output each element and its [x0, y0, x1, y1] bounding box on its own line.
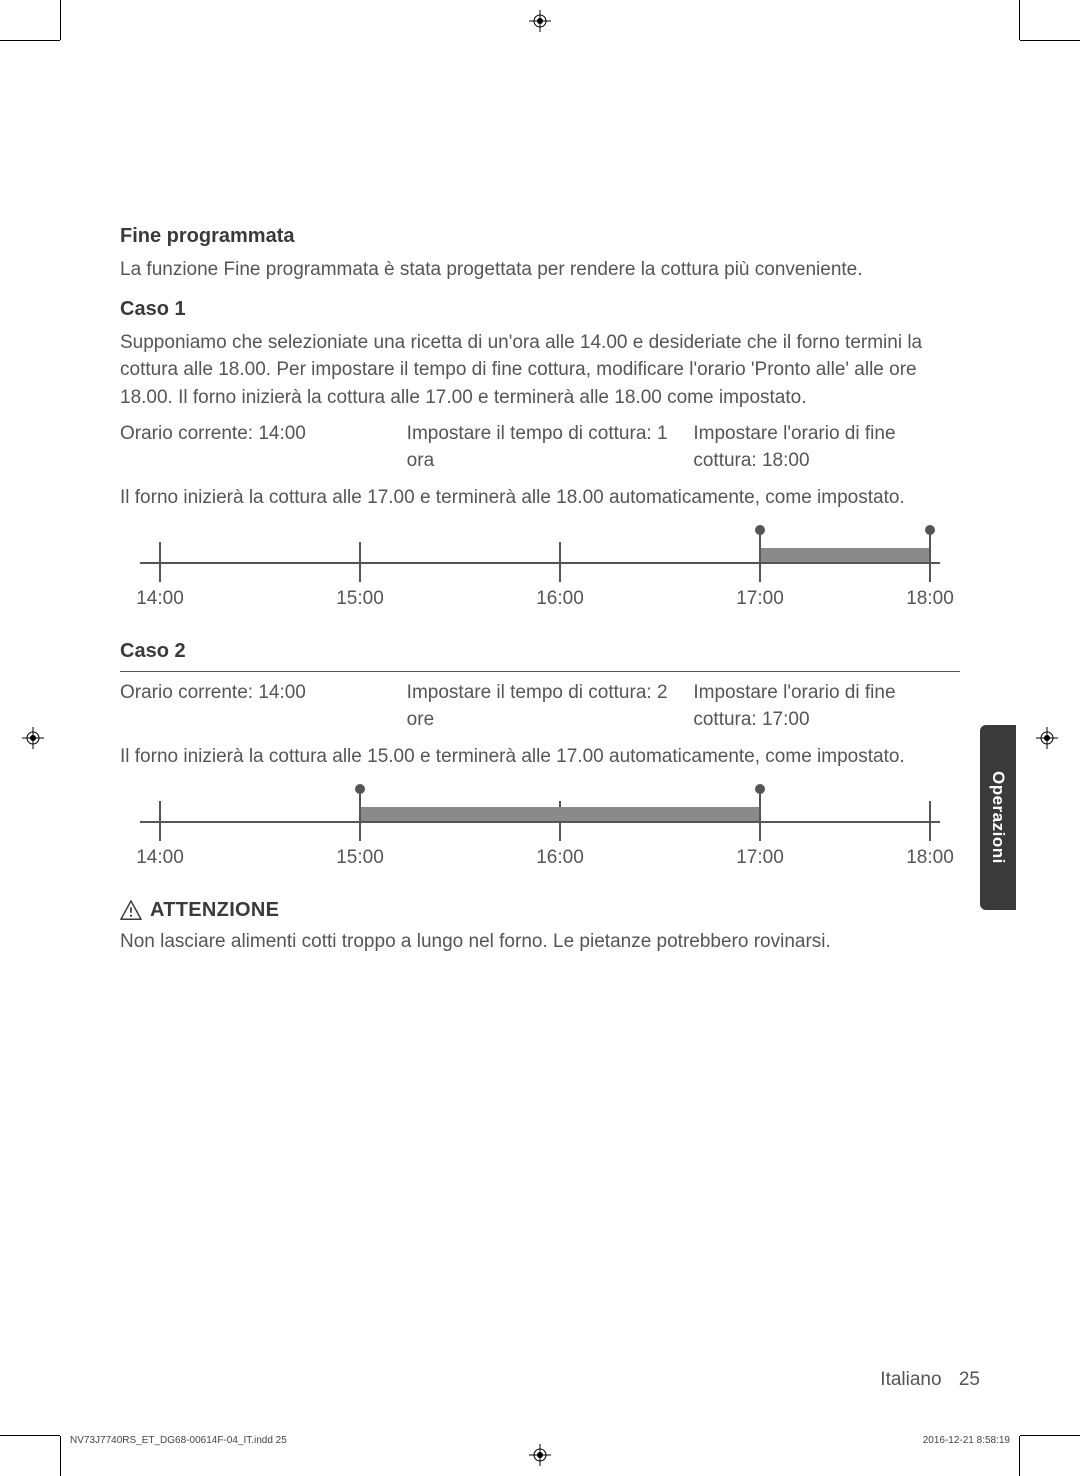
print-footer-left: NV73J7740RS_ET_DG68-00614F-04_IT.indd 25: [70, 1435, 287, 1446]
caso2-end-time: Impostare l'orario di fine cottura: 17:0…: [693, 680, 960, 733]
caso1-timeline: 14:00 15:00 16:00 17:00 18:00: [120, 522, 960, 622]
caso1-cook-time: Impostare il tempo di cottura: 1 ora: [407, 421, 674, 474]
registration-mark-icon: [1036, 727, 1058, 749]
side-tab-label: Operazioni: [988, 771, 1008, 864]
crop-mark: [1020, 1435, 1080, 1436]
timeline-label: 18:00: [906, 588, 954, 610]
timeline-tick: [359, 542, 361, 582]
caso1-current-time: Orario corrente: 14:00: [120, 421, 387, 474]
timeline-dot: [755, 784, 765, 794]
timeline-tick: [159, 542, 161, 582]
registration-mark-icon: [22, 727, 44, 749]
timeline-label: 17:00: [736, 588, 784, 610]
crop-mark: [1019, 1436, 1020, 1476]
timeline-bar: [760, 548, 930, 562]
crop-mark: [0, 40, 60, 41]
page: Fine programmata La funzione Fine progra…: [0, 0, 1080, 1476]
timeline-label: 15:00: [336, 588, 384, 610]
caso2-timeline: 14:00 15:00 16:00 17:00 18:00: [120, 781, 960, 881]
timeline-baseline: [140, 821, 940, 823]
timeline-label: 14:00: [136, 588, 184, 610]
warning-label: ATTENZIONE: [150, 899, 279, 922]
timeline-tick: [559, 542, 561, 582]
section-intro: La funzione Fine programmata è stata pro…: [120, 256, 960, 284]
crop-mark: [1020, 40, 1080, 41]
caso2-cook-time: Impostare il tempo di cottura: 2 ore: [407, 680, 674, 733]
caso2-params-row: Orario corrente: 14:00 Impostare il temp…: [120, 680, 960, 733]
timeline-baseline: [140, 562, 940, 564]
crop-mark: [60, 0, 61, 40]
caso1-body: Supponiamo che selezioniate una ricetta …: [120, 329, 960, 412]
timeline-dot: [355, 784, 365, 794]
crop-mark: [0, 1435, 60, 1436]
timeline-dot: [755, 525, 765, 535]
timeline-label: 16:00: [536, 588, 584, 610]
caso2-result: Il forno inizierà la cottura alle 15.00 …: [120, 743, 960, 771]
timeline-label: 18:00: [906, 847, 954, 869]
print-footer: NV73J7740RS_ET_DG68-00614F-04_IT.indd 25…: [70, 1435, 1010, 1446]
timeline-label: 16:00: [536, 847, 584, 869]
caso1-result: Il forno inizierà la cottura alle 17.00 …: [120, 484, 960, 512]
timeline-dot: [925, 525, 935, 535]
content-area: Fine programmata La funzione Fine progra…: [120, 225, 960, 965]
caso2-heading: Caso 2: [120, 640, 960, 663]
timeline-label: 14:00: [136, 847, 184, 869]
page-footer: Italiano 25: [880, 1369, 980, 1391]
warning-text: Non lasciare alimenti cotti troppo a lun…: [120, 928, 960, 956]
footer-language: Italiano: [880, 1369, 941, 1390]
caso1-heading: Caso 1: [120, 298, 960, 321]
crop-mark: [60, 1436, 61, 1476]
timeline-label: 17:00: [736, 847, 784, 869]
timeline-label: 15:00: [336, 847, 384, 869]
warning-row: ATTENZIONE: [120, 899, 960, 922]
caso2-divider: [120, 671, 960, 672]
timeline-bar: [360, 807, 760, 821]
registration-mark-icon: [529, 10, 551, 32]
caso1-end-time: Impostare l'orario di fine cottura: 18:0…: [693, 421, 960, 474]
timeline-tick: [929, 801, 931, 841]
timeline-tick: [159, 801, 161, 841]
crop-mark: [1019, 0, 1020, 40]
caso1-params-row: Orario corrente: 14:00 Impostare il temp…: [120, 421, 960, 474]
warning-triangle-icon: [120, 900, 142, 920]
side-tab-operazioni: Operazioni: [980, 725, 1016, 910]
footer-page-number: 25: [959, 1369, 980, 1390]
registration-mark-icon: [529, 1444, 551, 1466]
caso2-current-time: Orario corrente: 14:00: [120, 680, 387, 733]
section-heading: Fine programmata: [120, 225, 960, 248]
print-footer-right: 2016-12-21 8:58:19: [923, 1435, 1010, 1446]
